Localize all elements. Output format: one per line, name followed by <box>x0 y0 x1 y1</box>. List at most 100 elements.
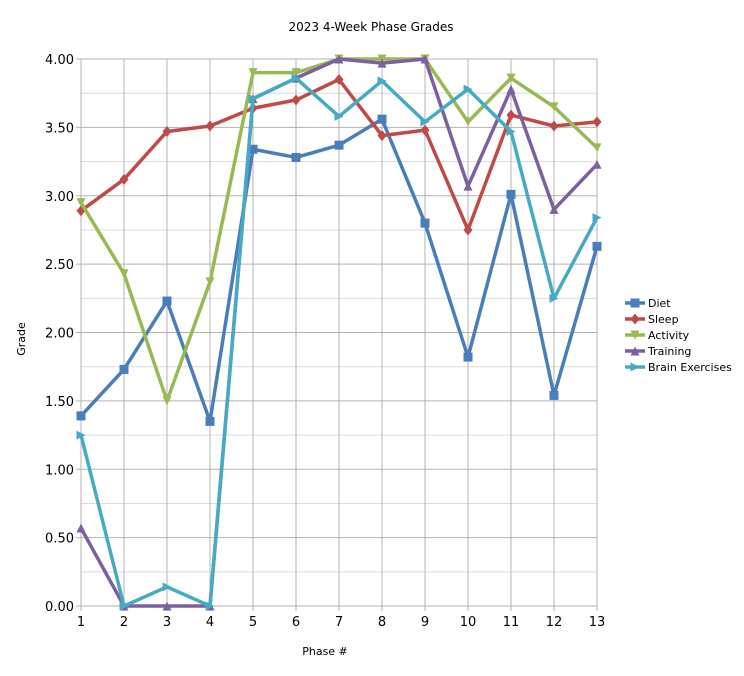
x-tick-label: 4 <box>206 615 214 630</box>
data-point-diet <box>205 416 215 426</box>
legend-item-brain-exercises: Brain Exercises <box>625 361 732 374</box>
legend-marker <box>630 346 640 356</box>
x-tick-label: 7 <box>335 615 343 630</box>
data-point-activity <box>162 396 172 406</box>
data-point-activity <box>205 277 215 287</box>
y-tick-label: 0.00 <box>45 600 74 615</box>
data-point-brain-exercises <box>291 73 301 83</box>
y-tick-label: 0.50 <box>45 532 74 547</box>
y-axis-label: Grade <box>15 322 28 356</box>
data-point-sleep <box>119 173 129 185</box>
data-point-training <box>463 181 473 191</box>
chart-title: 2023 4-Week Phase Grades <box>288 20 453 34</box>
data-point-sleep <box>592 116 602 128</box>
data-point-brain-exercises <box>76 430 86 440</box>
data-point-brain-exercises <box>420 117 430 127</box>
data-point-sleep <box>291 94 301 106</box>
data-point-sleep <box>162 125 172 137</box>
data-point-activity <box>506 73 516 83</box>
data-point-brain-exercises <box>334 111 344 121</box>
data-point-brain-exercises <box>248 94 258 104</box>
legend-item-diet: Diet <box>625 297 671 310</box>
data-point-diet <box>420 218 430 228</box>
data-point-sleep <box>205 120 215 132</box>
data-point-activity <box>592 143 602 153</box>
y-tick-label: 3.00 <box>45 190 74 205</box>
data-point-training <box>162 601 172 611</box>
data-point-diet <box>506 189 516 199</box>
data-point-diet <box>549 390 559 400</box>
data-point-activity <box>549 102 559 112</box>
data-point-diet <box>463 352 473 362</box>
y-tick-label: 4.00 <box>45 53 74 68</box>
data-point-activity <box>463 117 473 127</box>
y-tick-label: 2.50 <box>45 258 74 273</box>
axes: 0.000.501.001.502.002.503.003.504.001 2 3 4… <box>45 53 605 630</box>
x-tick-label: 10 <box>460 615 477 630</box>
x-tick-label: 3 <box>163 615 171 630</box>
series-sleep <box>76 74 602 236</box>
x-tick-label: 12 <box>546 615 563 630</box>
data-point-training <box>420 54 430 64</box>
data-point-diet <box>76 411 86 421</box>
legend-item-sleep: Sleep <box>625 313 679 326</box>
data-point-activity <box>76 198 86 208</box>
data-point-training <box>377 58 387 68</box>
data-point-training <box>592 159 602 169</box>
data-point-brain-exercises <box>377 76 387 86</box>
data-point-brain-exercises <box>463 84 473 94</box>
data-point-training <box>334 54 344 64</box>
y-tick-label: 1.00 <box>45 463 74 478</box>
x-tick-label: 1 <box>77 615 85 630</box>
data-point-sleep <box>549 120 559 132</box>
legend-label: Sleep <box>648 313 679 326</box>
legend-label: Brain Exercises <box>648 361 732 374</box>
legend-label: Training <box>647 345 691 358</box>
y-tick-label: 1.50 <box>45 395 74 410</box>
legend-label: Activity <box>648 329 690 342</box>
x-tick-label: 11 <box>503 615 520 630</box>
data-point-activity <box>248 68 258 78</box>
y-tick-label: 2.00 <box>45 327 74 342</box>
data-point-training <box>506 84 516 94</box>
series-brain-exercises <box>76 73 602 611</box>
data-point-brain-exercises <box>205 601 215 611</box>
legend-item-training: Training <box>625 345 691 358</box>
x-tick-label: 2 <box>120 615 128 630</box>
legend-marker <box>630 362 640 372</box>
data-point-diet <box>291 152 301 162</box>
x-tick-label: 9 <box>421 615 429 630</box>
x-tick-label: 5 <box>249 615 257 630</box>
data-point-sleep <box>334 74 344 86</box>
data-point-sleep <box>377 130 387 142</box>
data-point-diet <box>162 296 172 306</box>
data-point-brain-exercises <box>592 213 602 223</box>
x-tick-label: 13 <box>589 615 606 630</box>
data-point-training <box>76 523 86 533</box>
legend-item-activity: Activity <box>625 329 690 342</box>
grid <box>80 58 598 607</box>
data-point-diet <box>119 364 129 374</box>
data-point-diet <box>334 140 344 150</box>
x-tick-label: 6 <box>292 615 300 630</box>
data-point-brain-exercises <box>162 582 172 592</box>
data-point-activity <box>291 68 301 78</box>
series-diet <box>76 114 602 426</box>
data-point-brain-exercises <box>506 126 516 136</box>
data-point-sleep <box>463 224 473 236</box>
data-point-sleep <box>506 109 516 121</box>
data-point-brain-exercises <box>549 293 559 303</box>
legend-marker <box>630 298 640 308</box>
y-tick-label: 3.50 <box>45 121 74 136</box>
legend: Diet Sleep Activity Training Brain Exercises <box>625 297 732 374</box>
data-point-diet <box>248 144 258 154</box>
data-point-brain-exercises <box>119 601 129 611</box>
legend-marker <box>630 313 640 325</box>
data-point-sleep <box>420 124 430 136</box>
data-point-diet <box>377 114 387 124</box>
data-point-training <box>549 204 559 214</box>
legend-marker <box>630 330 640 340</box>
x-axis-label: Phase # <box>302 645 348 658</box>
